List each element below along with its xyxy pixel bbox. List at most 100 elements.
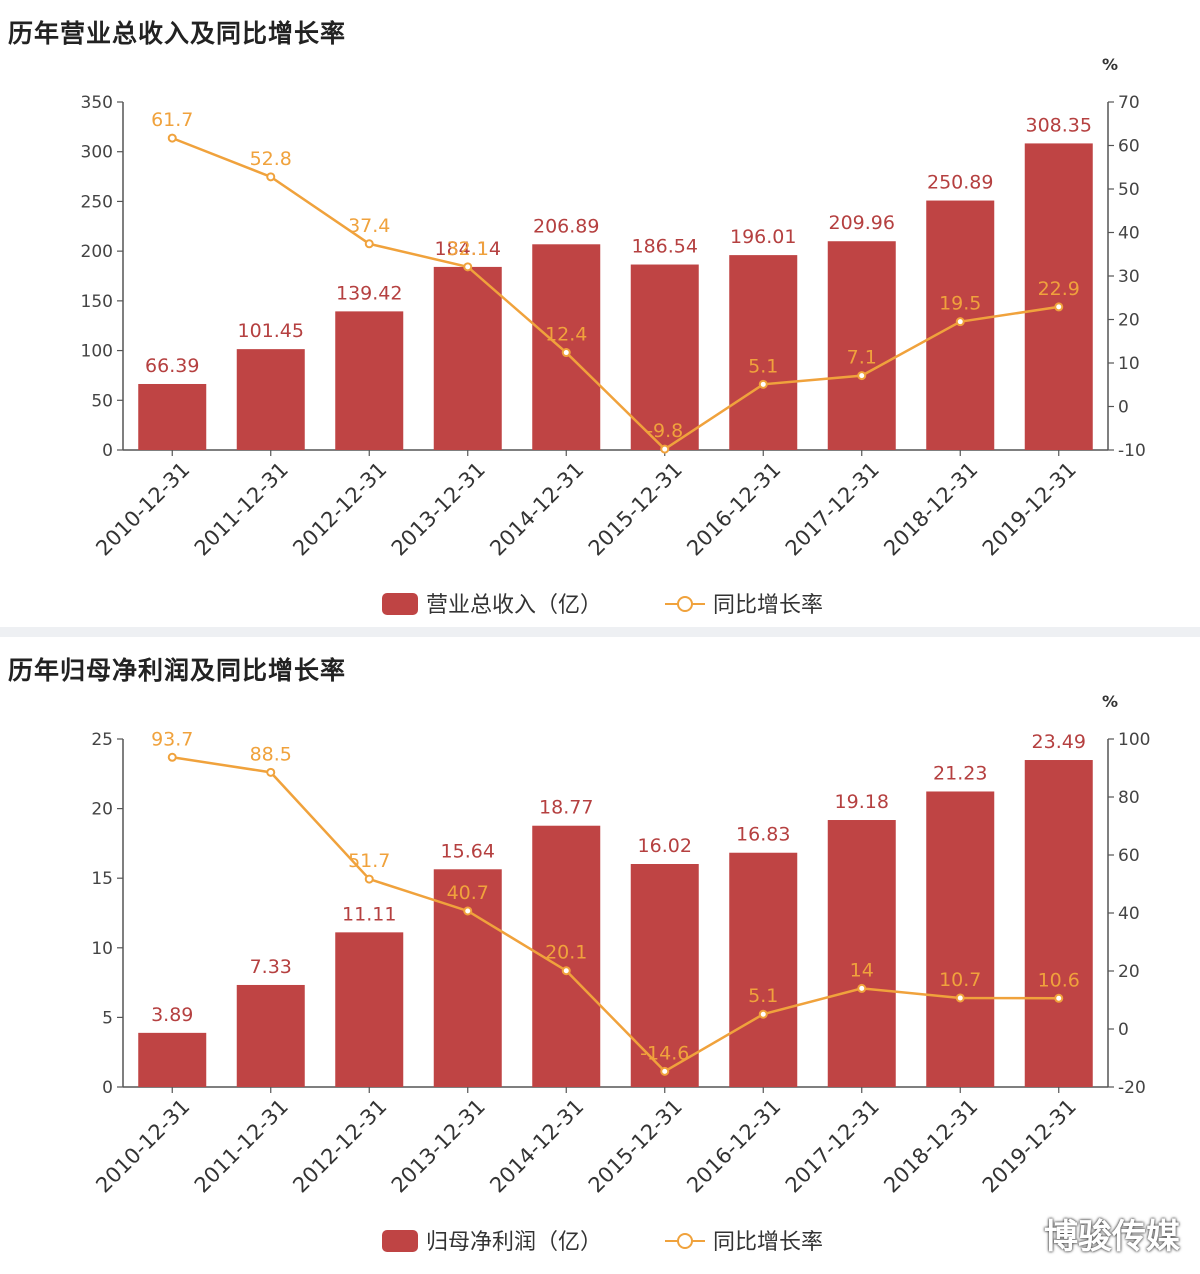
growth-rate-point	[1054, 993, 1064, 1003]
growth-rate-point	[364, 874, 374, 884]
growth-rate-label: 37.4	[348, 215, 390, 237]
y2-unit-label: %	[1102, 692, 1118, 711]
y-tick-label-left: 20	[91, 800, 113, 820]
y-tick-label-left: 15	[91, 869, 113, 889]
bar	[827, 820, 896, 1087]
y-tick-label-right: 80	[1118, 788, 1140, 808]
growth-rate-label: 19.5	[939, 293, 981, 315]
y2-unit-label: %	[1102, 55, 1118, 74]
growth-rate-point	[167, 133, 177, 143]
legend-line-marker	[677, 1233, 693, 1249]
bar-value-label: 206.89	[533, 215, 599, 237]
growth-rate-point	[167, 752, 177, 762]
bar	[1024, 760, 1093, 1087]
x-tick-label: 2010-12-31	[91, 1094, 194, 1197]
bar-value-label: 19.18	[835, 791, 889, 813]
x-tick-label: 2014-12-31	[485, 457, 588, 560]
bar	[236, 984, 305, 1087]
bar	[926, 791, 995, 1087]
growth-rate-point	[758, 379, 768, 389]
revenue-chart-panel: 历年营业总收入及同比增长率 0 50 100 150 200 250 300 350 -10 0 1…	[0, 0, 1200, 627]
legend-bar-label: 营业总收入（亿）	[426, 593, 602, 618]
bar	[1024, 143, 1093, 451]
bar-value-label: 209.96	[829, 212, 895, 234]
bar	[433, 869, 502, 1087]
growth-rate-label: 5.1	[748, 355, 778, 377]
legend-line-marker	[677, 596, 693, 612]
y-tick-label-right: -20	[1118, 1078, 1146, 1098]
y-tick-label-left: 10	[91, 939, 113, 959]
bar-value-label: 16.02	[638, 835, 692, 857]
growth-rate-line	[171, 136, 1059, 451]
x-tick-label: 2019-12-31	[978, 457, 1081, 560]
y-tick-label-right: 0	[1118, 398, 1129, 418]
y-tick-label-left: 0	[102, 1078, 113, 1098]
brand-watermark: 博骏传媒	[994, 1209, 1180, 1258]
growth-rate-point	[561, 348, 571, 358]
growth-rate-point	[758, 1009, 768, 1019]
bar	[630, 264, 699, 450]
growth-rate-label: 10.6	[1038, 969, 1080, 991]
growth-rate-label: 7.1	[847, 347, 877, 369]
bar-value-label: 16.83	[736, 824, 790, 846]
legend-bar-swatch	[382, 593, 418, 615]
bar-value-label: 3.89	[151, 1004, 193, 1026]
x-tick-label: 2018-12-31	[879, 1094, 982, 1197]
x-tick-label: 2013-12-31	[387, 457, 490, 560]
bar	[827, 241, 896, 450]
growth-rate-label: 88.5	[250, 743, 292, 765]
growth-rate-label: 12.4	[545, 324, 587, 346]
bar-value-label: 101.45	[238, 320, 304, 342]
y-tick-label-left: 25	[91, 730, 113, 750]
x-tick-label: 2015-12-31	[584, 457, 687, 560]
y-tick-label-left: 200	[81, 242, 113, 262]
bar-value-label: 21.23	[933, 762, 987, 784]
bar-value-label: 18.77	[539, 797, 593, 819]
growth-rate-point	[463, 906, 473, 916]
growth-rate-label: 32.1	[447, 238, 489, 260]
growth-rate-line	[172, 756, 1059, 1073]
bar	[138, 383, 207, 450]
y-tick-label-right: 100	[1118, 730, 1150, 750]
growth-rate-point	[266, 172, 276, 182]
bar	[729, 255, 798, 450]
bar-value-label: 15.64	[441, 840, 495, 862]
growth-rate-label: 10.7	[939, 969, 981, 991]
y-tick-label-right: 20	[1118, 962, 1140, 982]
x-tick-label: 2011-12-31	[190, 1094, 293, 1197]
growth-rate-point	[1054, 302, 1064, 312]
chart-title: 历年营业总收入及同比增长率	[8, 19, 347, 48]
y-tick-label-right: 0	[1118, 1020, 1129, 1040]
bar-value-label: 23.49	[1032, 731, 1086, 753]
y-tick-label-right: 30	[1118, 267, 1140, 287]
profit-chart: 0 5 10 15 20 25 -20 0 20 40 60 80 100% 2010-12-312011…	[91, 692, 1150, 1255]
x-tick-label: 2016-12-31	[682, 1094, 785, 1197]
x-tick-label: 2012-12-31	[288, 1094, 391, 1197]
growth-rate-point	[857, 983, 867, 993]
y-tick-label-right: 60	[1118, 137, 1140, 157]
bar	[335, 311, 404, 450]
y-tick-label-right: 40	[1118, 904, 1140, 924]
y-tick-label-left: 250	[81, 192, 113, 212]
growth-rate-label: 20.1	[545, 942, 587, 964]
y-tick-label-right: 20	[1118, 311, 1140, 331]
growth-rate-point	[955, 993, 965, 1003]
x-tick-label: 2011-12-31	[190, 457, 293, 560]
growth-rate-label: 52.8	[250, 148, 292, 170]
bar-value-label: 196.01	[730, 226, 796, 248]
bar	[433, 266, 502, 450]
bar	[729, 852, 798, 1087]
x-tick-label: 2016-12-31	[682, 457, 785, 560]
y-tick-label-left: 5	[102, 1008, 113, 1028]
y-tick-label-right: 10	[1118, 354, 1140, 374]
growth-rate-label: 22.9	[1038, 278, 1080, 300]
legend-line-label: 同比增长率	[713, 593, 823, 618]
x-tick-label: 2014-12-31	[485, 1094, 588, 1197]
y-tick-label-left: 50	[91, 391, 113, 411]
x-tick-label: 2013-12-31	[387, 1094, 490, 1197]
y-tick-label-right: 70	[1118, 93, 1140, 113]
bar	[532, 244, 601, 450]
bar-value-label: 11.11	[342, 903, 396, 925]
bar-value-label: 66.39	[145, 355, 199, 377]
growth-rate-label: 51.7	[348, 850, 390, 872]
